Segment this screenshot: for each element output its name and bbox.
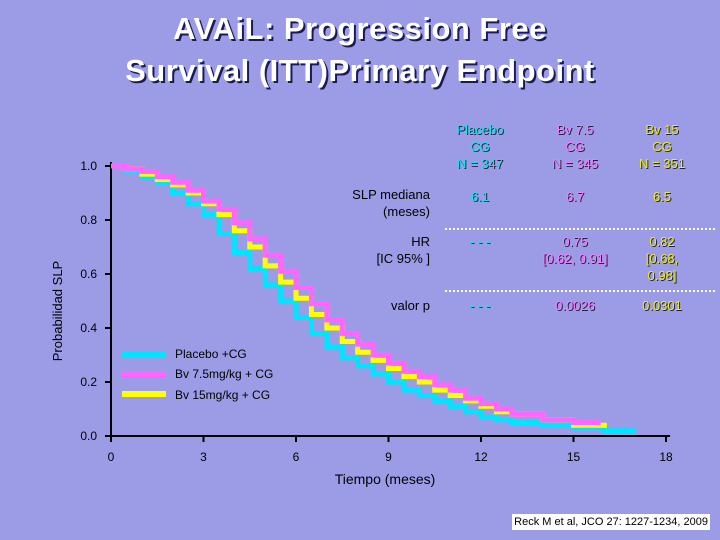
header-bv15-line1: Bv 15 xyxy=(645,122,679,137)
x-tick-label: 18 xyxy=(659,450,673,464)
y-tick-label: 0.0 xyxy=(80,429,97,443)
header-bv75-line1: Bv 7.5 xyxy=(556,122,594,137)
row-label-slp-line2: (meses) xyxy=(383,204,430,219)
legend-swatch-bv75 xyxy=(122,371,166,377)
row-label-p: valor p xyxy=(300,297,430,314)
hr-bv75-ci: [0.62, 0.91] xyxy=(542,251,608,266)
x-tick-label: 15 xyxy=(567,450,581,464)
row-label-hr-line1: HR xyxy=(411,234,430,249)
header-bv75-line2: CG xyxy=(565,139,585,154)
row-label-hr: HR [IC 95% ] xyxy=(300,233,430,267)
header-bv15-line2: CG xyxy=(652,139,672,154)
row-label-hr-line2: [IC 95% ] xyxy=(376,251,430,266)
y-tick-label: 0.6 xyxy=(80,267,97,281)
hr-placebo: - - - xyxy=(469,234,491,249)
slp-bv15: 6.5 xyxy=(652,189,672,204)
hr-bv75-value: 0.75 xyxy=(562,234,588,249)
hr-bv15-ci2: 0.98] xyxy=(647,268,677,283)
legend-label-bv75: Bv 7.5mg/kg + CG xyxy=(175,367,274,381)
y-tick-label: 1.0 xyxy=(80,159,97,173)
row-label-slp-line1: SLP mediana xyxy=(352,187,430,202)
x-tick-label: 12 xyxy=(474,450,488,464)
row-divider-2 xyxy=(445,290,715,292)
y-axis-label: Probabilidad SLP xyxy=(50,261,65,361)
x-tick-label: 6 xyxy=(293,450,300,464)
x-tick-label: 9 xyxy=(385,450,392,464)
header-bv75-line3: N = 345 xyxy=(552,156,598,171)
y-tick-label: 0.8 xyxy=(80,213,97,227)
citation: Reck M et al, JCO 27: 1227-1234, 2009 xyxy=(512,514,710,530)
x-tick-label: 0 xyxy=(108,450,115,464)
hr-bv75: 0.75 [0.62, 0.91] xyxy=(525,233,625,267)
header-placebo-line2: CG xyxy=(470,139,490,154)
title-line-1: AVAiL: Progression Free xyxy=(173,11,547,46)
y-tick-label: 0.4 xyxy=(80,321,97,335)
hr-bv15-value: 0.82 xyxy=(649,234,675,249)
slp-bv75: 6.7 xyxy=(565,189,585,204)
legend-swatch-bv15 xyxy=(122,391,166,397)
legend-label-placebo: Placebo +CG xyxy=(175,347,247,361)
legend-swatch-placebo xyxy=(122,351,166,357)
series-bv75-line xyxy=(111,163,601,426)
row-label-slp: SLP mediana (meses) xyxy=(300,186,430,220)
row-divider-1 xyxy=(445,228,715,230)
p-placebo: - - - xyxy=(469,298,491,313)
hr-bv15-ci: [0.68, xyxy=(645,251,679,266)
x-axis-label: Tiempo (meses) xyxy=(335,471,436,487)
slide-title: AVAiL: Progression Free Survival (ITT)Pr… xyxy=(0,8,720,92)
slp-placebo: 6.1 xyxy=(470,189,490,204)
header-placebo-line3: N = 347 xyxy=(457,156,503,171)
p-bv15: 0.0301 xyxy=(642,298,682,313)
hr-bv15: 0.82 [0.68, 0.98] xyxy=(622,233,702,284)
header-placebo: Placebo CG N = 347 xyxy=(440,121,520,172)
row-label-p-line1: valor p xyxy=(390,298,430,313)
header-placebo-line1: Placebo xyxy=(456,122,504,137)
series-placebo-line xyxy=(111,163,636,434)
legend-label-bv15: Bv 15mg/kg + CG xyxy=(175,388,271,402)
x-tick-label: 3 xyxy=(200,450,207,464)
header-bv75: Bv 7.5 CG N = 345 xyxy=(535,121,615,172)
y-tick-label: 0.2 xyxy=(80,375,97,389)
p-bv75: 0.0026 xyxy=(555,298,595,313)
header-bv15: Bv 15 CG N = 351 xyxy=(622,121,702,172)
header-bv15-line3: N = 351 xyxy=(639,156,685,171)
title-line-2: Survival (ITT)Primary Endpoint xyxy=(125,53,595,88)
